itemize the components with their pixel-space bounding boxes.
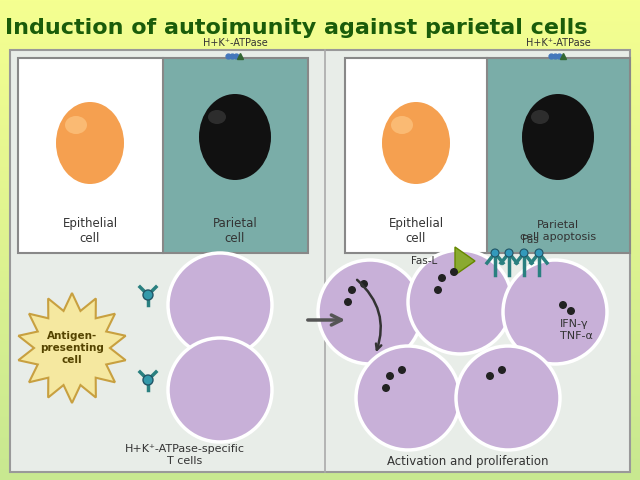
Circle shape [398,366,406,374]
Bar [345,58,487,253]
Circle shape [143,375,153,385]
Text: Epithelial
cell: Epithelial cell [388,217,444,245]
Circle shape [520,249,528,257]
Bar [487,58,629,253]
Bar [163,58,308,253]
Circle shape [143,290,153,300]
Circle shape [168,253,272,357]
Ellipse shape [65,116,87,134]
Ellipse shape [382,102,450,184]
Ellipse shape [531,110,549,124]
Polygon shape [455,247,475,275]
Ellipse shape [391,116,413,134]
Circle shape [535,249,543,257]
Bar [18,58,308,253]
Text: H+K⁺-ATPase: H+K⁺-ATPase [203,38,268,48]
Circle shape [450,268,458,276]
Circle shape [567,307,575,315]
Circle shape [505,249,513,257]
Ellipse shape [522,94,594,180]
Circle shape [382,384,390,392]
Circle shape [456,346,560,450]
Circle shape [318,260,422,364]
Text: H+K⁺-ATPase: H+K⁺-ATPase [525,38,590,48]
Text: H+K⁺-ATPase-specific
T cells: H+K⁺-ATPase-specific T cells [125,444,245,466]
Circle shape [503,260,607,364]
Ellipse shape [199,94,271,180]
Text: Parietal
cell apoptosis: Parietal cell apoptosis [520,220,596,242]
Text: Fas-L: Fas-L [411,256,437,266]
Text: IFN-γ
TNF-α: IFN-γ TNF-α [560,319,593,341]
Text: Epithelial
cell: Epithelial cell [63,217,118,245]
Circle shape [486,372,494,380]
Bar [10,50,630,472]
Circle shape [168,338,272,442]
Circle shape [348,286,356,294]
Circle shape [434,286,442,294]
Text: Induction of autoimunity against parietal cells: Induction of autoimunity against parieta… [5,18,588,38]
Text: Antigen-
presenting
cell: Antigen- presenting cell [40,331,104,365]
Text: Parietal
cell: Parietal cell [212,217,257,245]
Ellipse shape [208,110,226,124]
Circle shape [356,346,460,450]
Bar [345,58,630,253]
Circle shape [408,250,512,354]
Circle shape [438,274,446,282]
Polygon shape [19,293,125,403]
Circle shape [498,366,506,374]
Text: Fas: Fas [522,235,539,245]
Bar [18,58,163,253]
Circle shape [386,372,394,380]
Circle shape [360,280,368,288]
Circle shape [491,249,499,257]
Ellipse shape [56,102,124,184]
Circle shape [344,298,352,306]
Text: Activation and proliferation: Activation and proliferation [387,456,548,468]
Circle shape [559,301,567,309]
